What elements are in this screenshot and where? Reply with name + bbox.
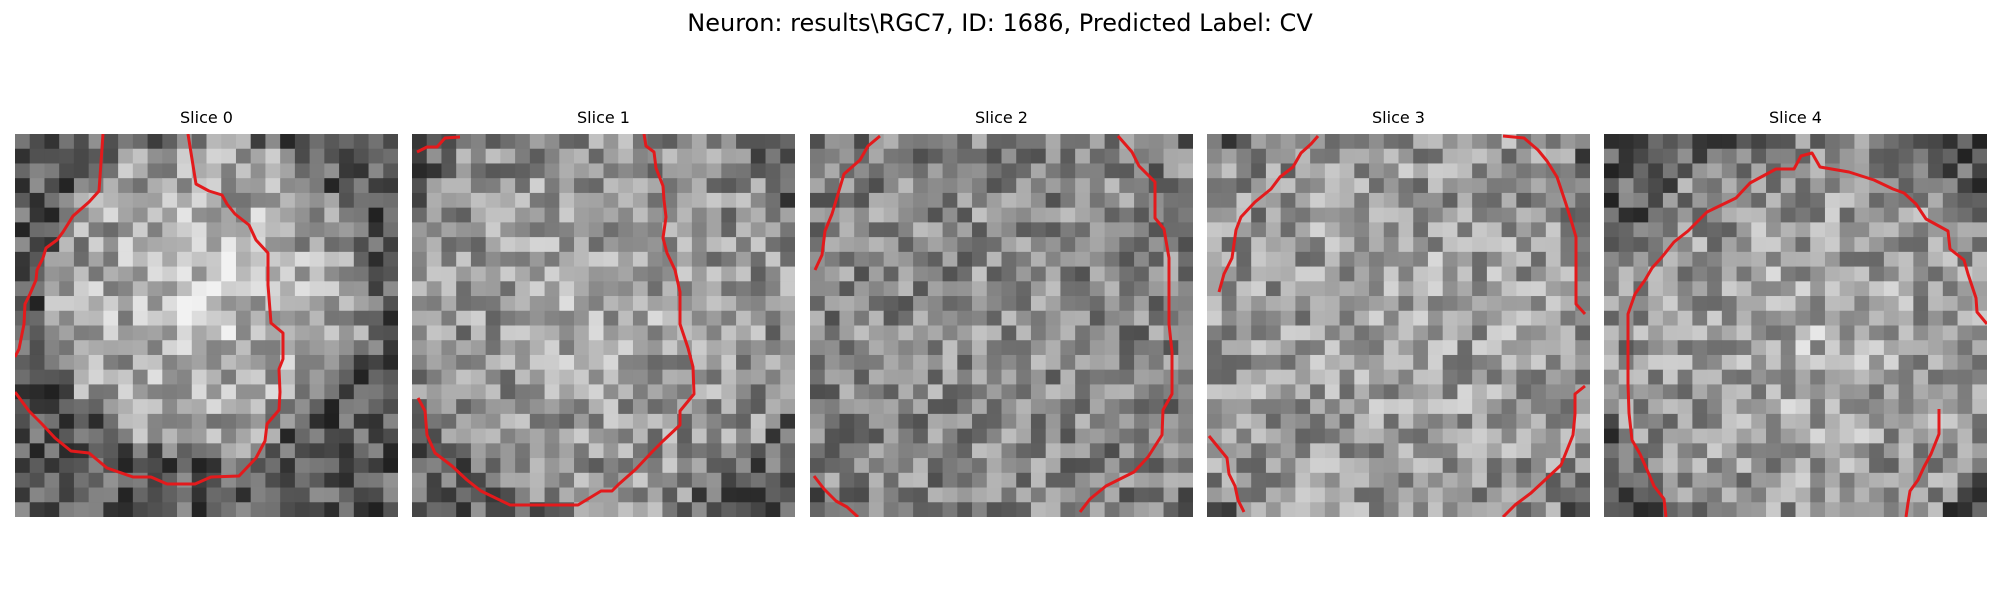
figure-title: Neuron: results\RGC7, ID: 1686, Predicte… [687, 9, 1313, 37]
slice-panel-0: Slice 0 [15, 108, 398, 526]
slice-0-image [15, 134, 398, 517]
slice-4-image [1604, 134, 1987, 517]
slice-0-pixels [15, 134, 398, 517]
slice-panel-2: Slice 2 [810, 108, 1193, 526]
slice-2-pixels [810, 134, 1193, 517]
slice-panel-1: Slice 1 [412, 108, 795, 526]
slice-0-title: Slice 0 [180, 108, 233, 127]
slice-1-image [412, 134, 795, 517]
slice-4-pixels [1604, 134, 1987, 517]
slice-3-contour-c [1501, 384, 1586, 517]
slice-panel-3: Slice 3 [1207, 108, 1590, 526]
slice-2-title: Slice 2 [975, 108, 1028, 127]
slice-panel-4: Slice 4 [1604, 108, 1987, 526]
slice-1-title: Slice 1 [577, 108, 630, 127]
slice-4-contour-b [1904, 409, 1941, 517]
slice-2-contour-a [813, 134, 881, 271]
slice-4-contour-a [1626, 151, 1987, 517]
slice-3-title: Slice 3 [1372, 108, 1425, 127]
slice-1-contour-b [416, 134, 696, 507]
slice-4-title: Slice 4 [1769, 108, 1822, 127]
slice-3-image [1207, 134, 1590, 517]
slice-3-contour-d [1207, 435, 1246, 513]
slice-0-contour-b [15, 134, 285, 486]
slice-1-contour-a [416, 135, 461, 154]
slice-0-contour [15, 134, 105, 358]
slice-2-contour-b [1078, 135, 1174, 513]
slice-3-contour-a [1217, 135, 1320, 293]
slice-3-contour-b [1502, 134, 1587, 316]
slice-1-pixels [412, 134, 795, 517]
slice-2-image [810, 134, 1193, 517]
slice-3-pixels [1207, 134, 1590, 517]
slice-2-contour-c [812, 475, 860, 517]
